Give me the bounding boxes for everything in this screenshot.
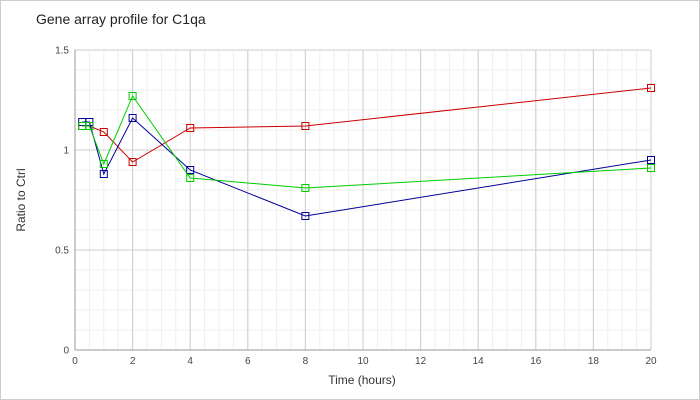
data-point-marker: [128, 158, 137, 166]
x-tick-label: 2: [130, 356, 136, 367]
data-point-marker: [186, 166, 195, 174]
x-axis-label: Time (hours): [328, 373, 396, 387]
data-point-marker: [647, 156, 655, 164]
x-tick-label: 0: [72, 356, 78, 367]
y-tick-label: 0.5: [55, 246, 69, 257]
data-point-marker: [128, 114, 137, 122]
x-tick-label: 4: [187, 356, 193, 367]
data-point-marker: [99, 128, 108, 136]
data-point-marker: [647, 84, 655, 92]
y-tick-label: 1: [63, 146, 69, 157]
y-tick-label: 1.5: [55, 46, 69, 57]
axes: [74, 50, 651, 351]
data-point-marker: [99, 170, 108, 178]
data-point-marker: [99, 160, 108, 168]
series-layer: [78, 84, 655, 220]
data-point-marker: [301, 184, 310, 192]
data-point-marker: [128, 92, 137, 100]
x-tick-label: 8: [303, 356, 309, 367]
data-point-marker: [186, 174, 195, 182]
tick-labels: 0 2 4 6 8 10 12 14 16 18 20 0 0.5 1 1.5: [55, 46, 657, 368]
data-point-marker: [301, 122, 310, 130]
x-tick-label: 18: [588, 356, 600, 367]
data-point-marker: [85, 122, 94, 130]
x-tick-label: 16: [530, 356, 542, 367]
series-line: [82, 94, 652, 189]
series-3: [78, 92, 655, 192]
data-point-marker: [186, 124, 195, 132]
x-tick-label: 6: [245, 356, 251, 367]
x-tick-label: 14: [473, 356, 485, 367]
x-tick-label: 12: [415, 356, 427, 367]
chart-title: Gene array profile for C1qa: [36, 11, 206, 27]
x-tick-label: 10: [357, 356, 369, 367]
y-tick-label: 0: [63, 346, 69, 357]
data-point-marker: [647, 164, 655, 172]
x-tick-label: 20: [645, 356, 657, 367]
data-point-marker: [301, 212, 310, 220]
